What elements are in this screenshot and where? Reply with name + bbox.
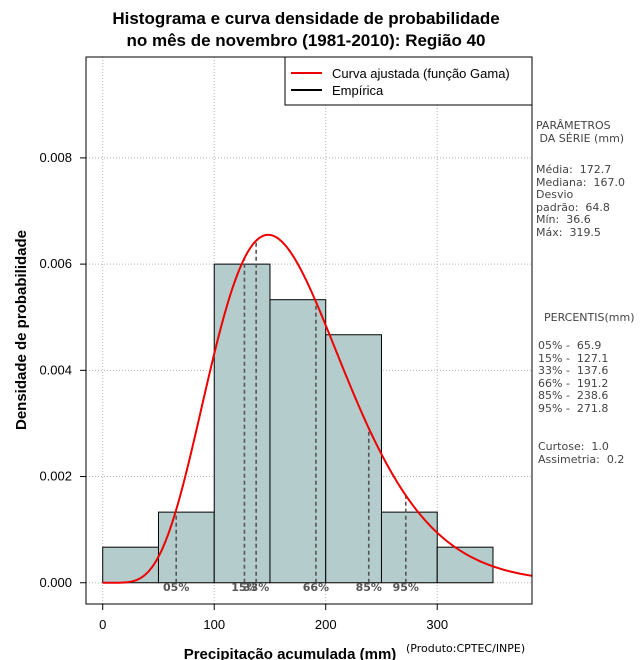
shape-stats: Curtose: 1.0 Assimetria: 0.2: [538, 440, 625, 466]
x-tick-label: 300: [426, 617, 448, 632]
x-axis-ticks: 0 100 200 300: [99, 604, 448, 632]
x-tick-label: 200: [315, 617, 337, 632]
percentile-label-33%: 33%: [243, 581, 269, 594]
percentile-label-66%: 66%: [303, 581, 329, 594]
x-axis-label: Precipitação acumulada (mm): [184, 646, 397, 660]
stats-panel-values: Média: 172.7 Mediana: 167.0 Desvio padrã…: [536, 163, 625, 239]
chart-title-line-1: Histograma e curva densidade de probabil…: [112, 9, 499, 28]
histogram-bar-1: [157, 511, 215, 584]
x-tick-label: 100: [203, 617, 225, 632]
chart-title-line-2: no mês de novembro (1981-2010): Região 4…: [126, 31, 485, 50]
y-tick-label: 0.000: [39, 575, 72, 590]
y-tick-label: 0.008: [39, 150, 72, 165]
legend-label-empirical: Empírica: [332, 83, 384, 98]
percentis-heading: PERCENTIS(mm): [544, 311, 635, 324]
y-tick-label: 0.002: [39, 469, 72, 484]
percentile-label-85%: 85%: [356, 581, 382, 594]
stats-panel-heading: PARÂMETROS DA SÉRIE (mm): [536, 119, 625, 145]
histogram-bar-3: [269, 299, 327, 584]
y-axis-label: Densidade de probabilidade: [13, 230, 30, 430]
y-axis-ticks: 0.000 0.002 0.004 0.006 0.008: [39, 150, 86, 590]
percentile-label-15%: 15%: [231, 581, 257, 594]
percentile-lines: [175, 240, 407, 583]
y-tick-label: 0.006: [39, 256, 72, 271]
legend-box: [284, 56, 533, 106]
x-tick-label: 0: [99, 617, 106, 632]
gamma-density-curve: [102, 233, 533, 584]
percentile-label-05%: 05%: [163, 581, 189, 594]
histogram-bar-4: [325, 334, 382, 584]
histogram-bar-5: [380, 511, 438, 584]
legend: Curva ajustada (função Gama) Empírica: [284, 56, 533, 106]
y-tick-label: 0.004: [39, 362, 72, 377]
percentile-label-95%: 95%: [393, 581, 419, 594]
credit-text: (Produto:CPTEC/INPE): [406, 642, 525, 655]
histogram-bar-0: [102, 546, 159, 584]
histogram-bar-2: [213, 263, 271, 584]
histogram-bars: [102, 263, 494, 584]
percentis-values: 05% - 65.9 15% - 127.1 33% - 137.6 66% -…: [538, 339, 609, 415]
percentile-labels: 05% 15%33% 66% 85% 95%: [163, 581, 419, 594]
legend-label-fit: Curva ajustada (função Gama): [332, 66, 510, 81]
